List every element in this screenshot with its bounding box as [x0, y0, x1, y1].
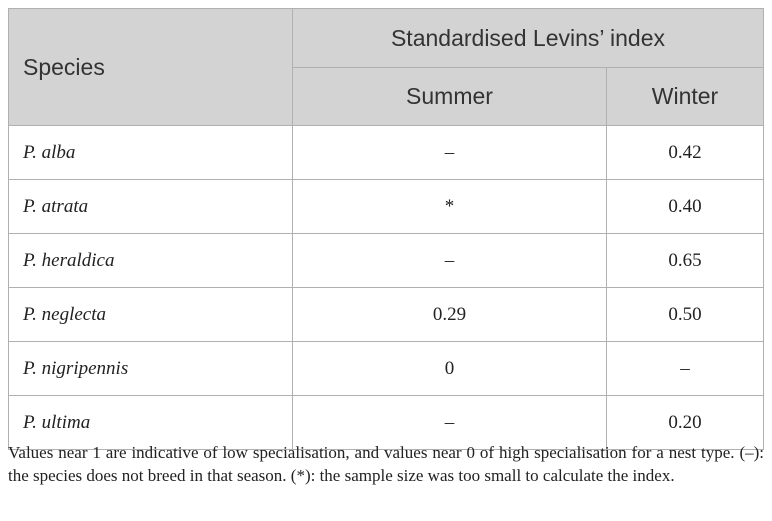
table-row: P. atrata * 0.40 [8, 179, 764, 234]
table-row: P. heraldica –0.65 [8, 233, 764, 288]
index-value: 0.20 [606, 395, 764, 450]
index-value: 0.50 [606, 287, 764, 342]
table-row: P. nigripennis 0– [8, 341, 764, 396]
index-value: – [292, 233, 607, 288]
header-season: Winter [606, 67, 764, 126]
data-table: Species Standardised Levins’ index Summe… [8, 8, 764, 450]
index-value: – [292, 125, 607, 180]
index-value: – [292, 395, 607, 450]
table-row: P. alba –0.42 [8, 125, 764, 180]
index-value: 0 [292, 341, 607, 396]
index-value: 0.42 [606, 125, 764, 180]
species-name: P. nigripennis [8, 341, 293, 396]
footnote: Values near 1 are indicative of low spec… [8, 443, 764, 485]
species-name: P. neglecta [8, 287, 293, 342]
table-row: P. neglecta 0.29 0.50 [8, 287, 764, 342]
species-name: P. heraldica [8, 233, 293, 288]
index-value: * [292, 179, 607, 234]
species-name: P. ultima [8, 395, 293, 450]
index-value: 0.65 [606, 233, 764, 288]
index-value: – [606, 341, 764, 396]
header-species: Species [8, 8, 293, 126]
species-name: P. atrata [8, 179, 293, 234]
index-value: 0.40 [606, 179, 764, 234]
header-season: Summer [292, 67, 607, 126]
index-value: 0.29 [292, 287, 607, 342]
table-row: P. ultima –0.20 [8, 395, 764, 450]
species-name: P. alba [8, 125, 293, 180]
header-group: Standardised Levins’ index [292, 8, 764, 68]
